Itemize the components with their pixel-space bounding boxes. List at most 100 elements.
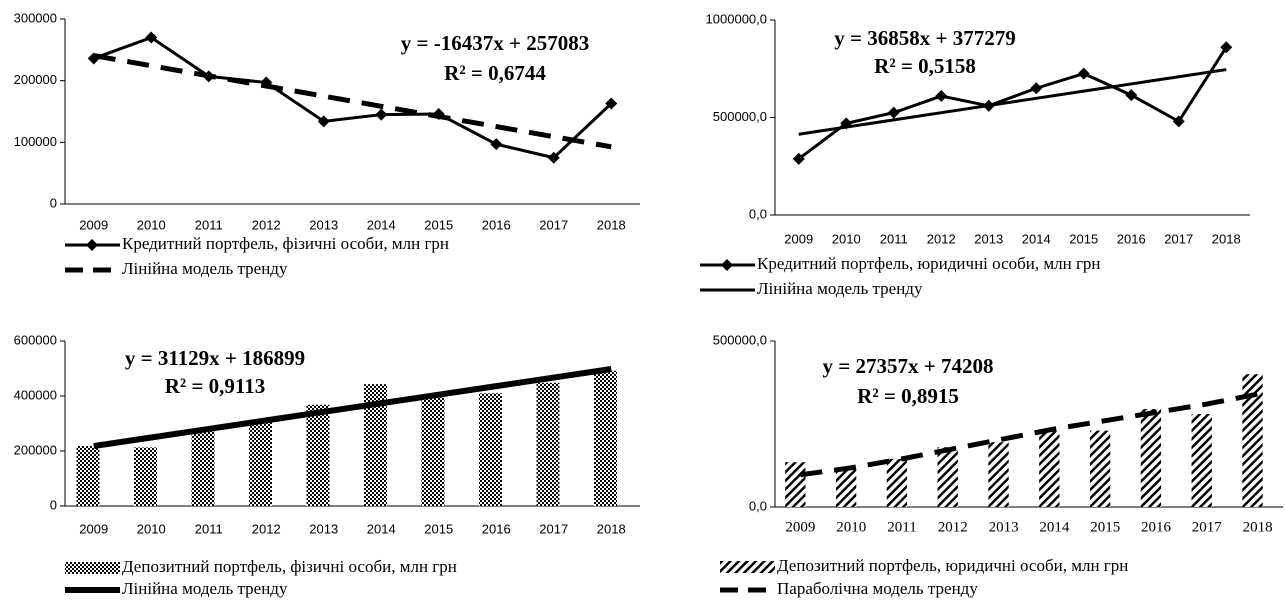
x-tick-label: 2017 <box>1164 231 1193 246</box>
y-tick-label: 100000 <box>14 134 57 149</box>
x-tick-label: 2009 <box>785 519 815 535</box>
chart: 0,0 500000,0 1000000,0 2009 2010 2011 2012 2013… <box>700 11 1250 298</box>
marker <box>1125 89 1138 102</box>
bar <box>479 393 502 506</box>
y-tick-label: 0 <box>50 195 57 210</box>
bar <box>1039 431 1060 507</box>
x-tick-label: 2017 <box>539 217 568 232</box>
y-tick-label: 600000 <box>14 332 57 347</box>
y-tick-label: 200000 <box>14 72 57 87</box>
x-tick-label: 2015 <box>424 521 453 536</box>
y-tick-label: 500000,0 <box>713 332 767 347</box>
x-tick-label: 2012 <box>252 521 281 536</box>
annotation: y = -16437x + 257083 <box>401 31 589 55</box>
x-tick-label: 2012 <box>927 231 956 246</box>
bar <box>594 370 617 506</box>
x-tick-label: 2011 <box>887 519 916 535</box>
x-tick-label: 2010 <box>137 521 166 536</box>
bar <box>306 404 330 506</box>
y-tick-label: 300000 <box>14 10 57 25</box>
marker <box>1030 82 1043 95</box>
marker <box>840 117 853 130</box>
annotation: R² = 0,9113 <box>165 374 266 398</box>
legend-label: Депозитний портфель, юридичні особи, млн… <box>777 556 1128 575</box>
line <box>93 366 612 450</box>
marker <box>490 138 503 151</box>
y-tick-label: 0 <box>50 497 57 512</box>
x-tick-label: 2009 <box>79 521 108 536</box>
marker <box>145 31 158 44</box>
x-tick-label: 2013 <box>989 519 1019 535</box>
bar <box>76 446 100 506</box>
annotation: R² = 0,8915 <box>857 384 959 408</box>
y-tick-label: 200000 <box>14 442 57 457</box>
x-tick-label: 2012 <box>252 217 281 232</box>
line <box>797 46 1228 161</box>
marker <box>605 97 618 110</box>
x-tick-label: 2016 <box>482 521 511 536</box>
bar <box>988 442 1009 507</box>
bar <box>1089 430 1111 507</box>
annotation: y = 27357x + 74208 <box>823 354 994 378</box>
x-tick-label: 2015 <box>1090 519 1120 535</box>
x-tick-label: 2018 <box>597 217 626 232</box>
x-tick-label: 2013 <box>309 521 338 536</box>
x-tick-label: 2010 <box>836 519 866 535</box>
legend-label: Параболічна модель тренду <box>777 579 978 598</box>
marker <box>375 108 388 121</box>
chart: 0 200000 400000 600000 2009 2010 2011 2012 2013 2… <box>14 332 640 598</box>
annotation: y = 31129x + 186899 <box>125 346 305 370</box>
y-tick-label: 500000,0 <box>713 109 767 124</box>
line <box>798 68 1227 136</box>
annotation: y = 36858x + 377279 <box>834 26 1015 50</box>
legend-label: Лінійна модель тренду <box>122 259 288 278</box>
bar <box>1140 409 1162 507</box>
legend-label: Лінійна модель тренду <box>757 279 923 298</box>
x-tick-label: 2009 <box>79 217 108 232</box>
bar <box>785 462 806 507</box>
x-tick-label: 2011 <box>195 217 223 232</box>
legend-swatch <box>65 562 120 574</box>
bar <box>886 458 908 507</box>
bar <box>421 397 445 506</box>
bar <box>1191 414 1212 507</box>
legend-label: Депозитний портфель, фізичні особи, млн … <box>122 557 457 576</box>
line <box>800 391 1259 478</box>
x-tick-label: 2014 <box>367 217 396 232</box>
x-tick-label: 2016 <box>482 217 511 232</box>
legend-marker <box>86 239 98 251</box>
bar <box>1242 374 1263 507</box>
x-tick-label: 2017 <box>1192 519 1223 535</box>
bar <box>835 468 857 507</box>
y-tick-label: 0,0 <box>749 206 767 221</box>
x-tick-label: 2015 <box>1069 231 1098 246</box>
x-tick-label: 2014 <box>1022 231 1051 246</box>
x-tick-label: 2013 <box>309 217 338 232</box>
x-tick-label: 2017 <box>539 521 568 536</box>
chart: 0 100000 200000 300000 2009 2010 2011 2012 2013 2… <box>14 10 640 278</box>
x-tick-label: 2013 <box>974 231 1003 246</box>
annotation: R² = 0,6744 <box>444 61 546 85</box>
bar <box>937 447 958 507</box>
bar <box>536 382 560 506</box>
marker <box>935 90 948 103</box>
x-tick-label: 2010 <box>832 231 861 246</box>
x-tick-label: 2014 <box>367 521 396 536</box>
x-tick-label: 2011 <box>195 521 223 536</box>
marker <box>792 152 805 165</box>
line <box>93 53 612 150</box>
bar <box>134 447 157 506</box>
legend-marker <box>721 259 733 271</box>
marker <box>1220 41 1233 54</box>
y-tick-label: 0,0 <box>749 498 767 513</box>
legend-label: Лінійна модель тренду <box>122 579 288 598</box>
x-tick-label: 2015 <box>424 217 453 232</box>
legend-label: Кредитний портфель, фізичні особи, млн г… <box>122 234 449 253</box>
marker <box>1172 115 1185 128</box>
y-tick-label: 400000 <box>14 387 57 402</box>
legend-swatch <box>720 561 775 573</box>
x-tick-label: 2018 <box>1212 231 1241 246</box>
x-tick-label: 2016 <box>1117 231 1146 246</box>
x-tick-label: 2016 <box>1141 519 1172 535</box>
